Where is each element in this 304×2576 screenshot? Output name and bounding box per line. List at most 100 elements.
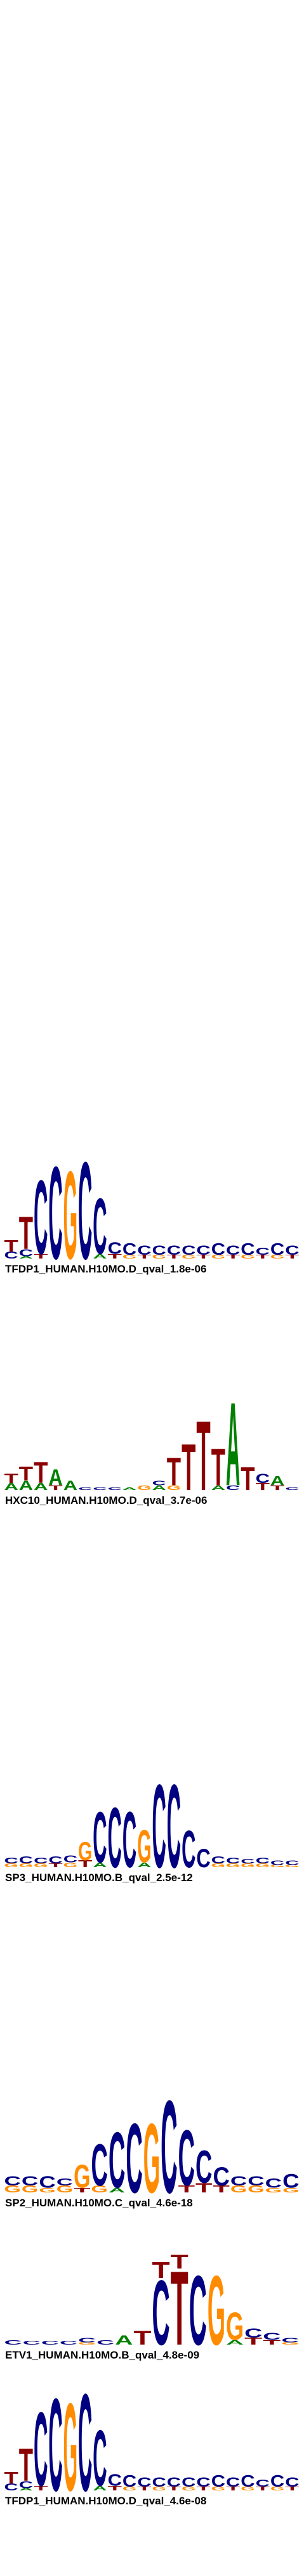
logo-letter: T <box>196 1400 210 1511</box>
logo-letter: T <box>4 1237 18 1255</box>
logo-label: SP2_HUMAN.H10MO.C_qval_4.6e-18 <box>5 2197 193 2209</box>
logo-letter: G <box>265 2187 282 2194</box>
logo-letter: T <box>48 1484 62 1492</box>
logo-letter: T <box>178 2184 195 2194</box>
logo-letter: T <box>285 1254 299 1260</box>
logo-letter: C <box>226 1484 240 1492</box>
logo-letter: A <box>115 2333 133 2348</box>
logo-letter: C <box>226 1243 240 1258</box>
logo-label: ETV1_HUMAN.H10MO.B_qval_4.8e-09 <box>5 2349 199 2361</box>
logo-letter: C <box>152 1479 166 1487</box>
logo-letter: T <box>34 1456 48 1489</box>
logo-letter: T <box>167 2486 181 2492</box>
logo-label: TFDP1_HUMAN.H10MO.D_qval_4.6e-08 <box>5 2495 206 2507</box>
logo-letter: G <box>4 1863 18 1868</box>
logo-letter: A <box>93 2485 107 2492</box>
logo-letter: G <box>248 2184 264 2194</box>
logo-letter: T <box>226 2486 240 2492</box>
logo-letter: C <box>39 2173 55 2191</box>
logo-letter: C <box>4 2339 22 2346</box>
logo-letter: G <box>122 1254 136 1260</box>
logo-letter: T <box>4 1471 18 1485</box>
logo-letter: C <box>48 1854 62 1865</box>
logo-letter: A <box>48 1465 62 1491</box>
logo-letter: T <box>196 1254 210 1260</box>
logo-letter: T <box>196 2486 210 2492</box>
logo-letter: C <box>152 1759 166 1893</box>
logo-letter: C <box>93 1182 107 1271</box>
logo-letter: T <box>167 1254 181 1260</box>
logo-letter: T <box>171 2251 188 2273</box>
logo-letter: C <box>4 2173 21 2188</box>
logo-letter: T <box>137 2486 151 2492</box>
logo-letter: G <box>270 1254 284 1260</box>
logo-letter: A <box>109 2187 125 2194</box>
logo-letter: C <box>152 2475 166 2490</box>
logo-letter: C <box>211 2472 225 2490</box>
logo-label: HXC10_HUMAN.H10MO.D_qval_3.7e-06 <box>5 1494 207 1506</box>
logo-letter: G <box>63 1146 77 1286</box>
logo-letter: C <box>167 1243 181 1258</box>
logo-letter: T <box>19 1207 33 1259</box>
logo-letter: A <box>19 1479 33 1493</box>
logo-letter: C <box>137 2475 151 2490</box>
logo-letter: G <box>226 1863 240 1868</box>
logo-letter: C <box>248 2173 264 2188</box>
logo-letter: G <box>241 2486 254 2492</box>
logo-letter: C <box>78 1487 92 1491</box>
logo-letter: T <box>182 1430 195 1504</box>
logo-letter: T <box>270 1484 284 1492</box>
logo-letter: T <box>256 2486 270 2492</box>
logo-letter: G <box>63 1861 77 1869</box>
logo-letter: T <box>108 1253 122 1260</box>
logo-letter: T <box>152 2257 170 2283</box>
logo-letter: A <box>34 1481 48 1492</box>
logo-letter: C <box>167 2475 181 2490</box>
logo-letter: A <box>19 2487 33 2491</box>
logo-letter: C <box>285 1859 299 1867</box>
logo-letter: T <box>241 1460 254 1497</box>
logo-letter: T <box>285 2486 299 2492</box>
logo-letter: C <box>78 2366 92 2520</box>
logo-letter: C <box>108 1487 122 1491</box>
logo-letter: C <box>91 2132 108 2198</box>
logo-letter: C <box>195 2141 212 2193</box>
logo-letter: C <box>196 2475 210 2490</box>
logo-letter: C <box>182 1820 195 1879</box>
logo-letter: C <box>108 2471 122 2489</box>
logo-label: TFDP1_HUMAN.H10MO.D_qval_1.8e-06 <box>5 1263 206 1275</box>
logo-letter: G <box>281 2341 299 2345</box>
logo-letter: G <box>122 2486 136 2492</box>
logo-letter: G <box>285 1864 299 1868</box>
logo-letter: C <box>41 2340 59 2346</box>
logo-letter: A <box>226 1378 240 1511</box>
logo-letter: G <box>211 2486 225 2492</box>
logo-letter: C <box>34 1856 48 1865</box>
logo-letter: C <box>19 1247 33 1258</box>
logo-letter: G <box>4 2184 21 2194</box>
logo-letter: G <box>143 2102 160 2213</box>
logo-letter: C <box>182 2475 195 2490</box>
logo-letter: A <box>137 1861 151 1869</box>
logo-letter: C <box>230 2173 247 2188</box>
logo-letter: C <box>178 2114 195 2202</box>
logo-letter: G <box>74 2158 90 2194</box>
logo-letter: G <box>230 2184 247 2194</box>
logo-letter: A <box>19 1255 33 1259</box>
logo-letter: C <box>60 2340 77 2346</box>
logo-letter: G <box>19 1863 33 1868</box>
logo-letter: C <box>244 2326 262 2340</box>
logo-letter: C <box>281 2336 299 2344</box>
logo-letter: G <box>78 2341 96 2345</box>
logo-letter: G <box>137 1484 151 1492</box>
logo-letter: G <box>226 2304 244 2348</box>
logo-letter: C <box>23 2340 41 2346</box>
logo-letter: C <box>48 1139 62 1286</box>
logo-letter: C <box>211 1240 225 1259</box>
logo-letter: G <box>34 1863 48 1868</box>
logo-letter: C <box>108 1790 122 1886</box>
